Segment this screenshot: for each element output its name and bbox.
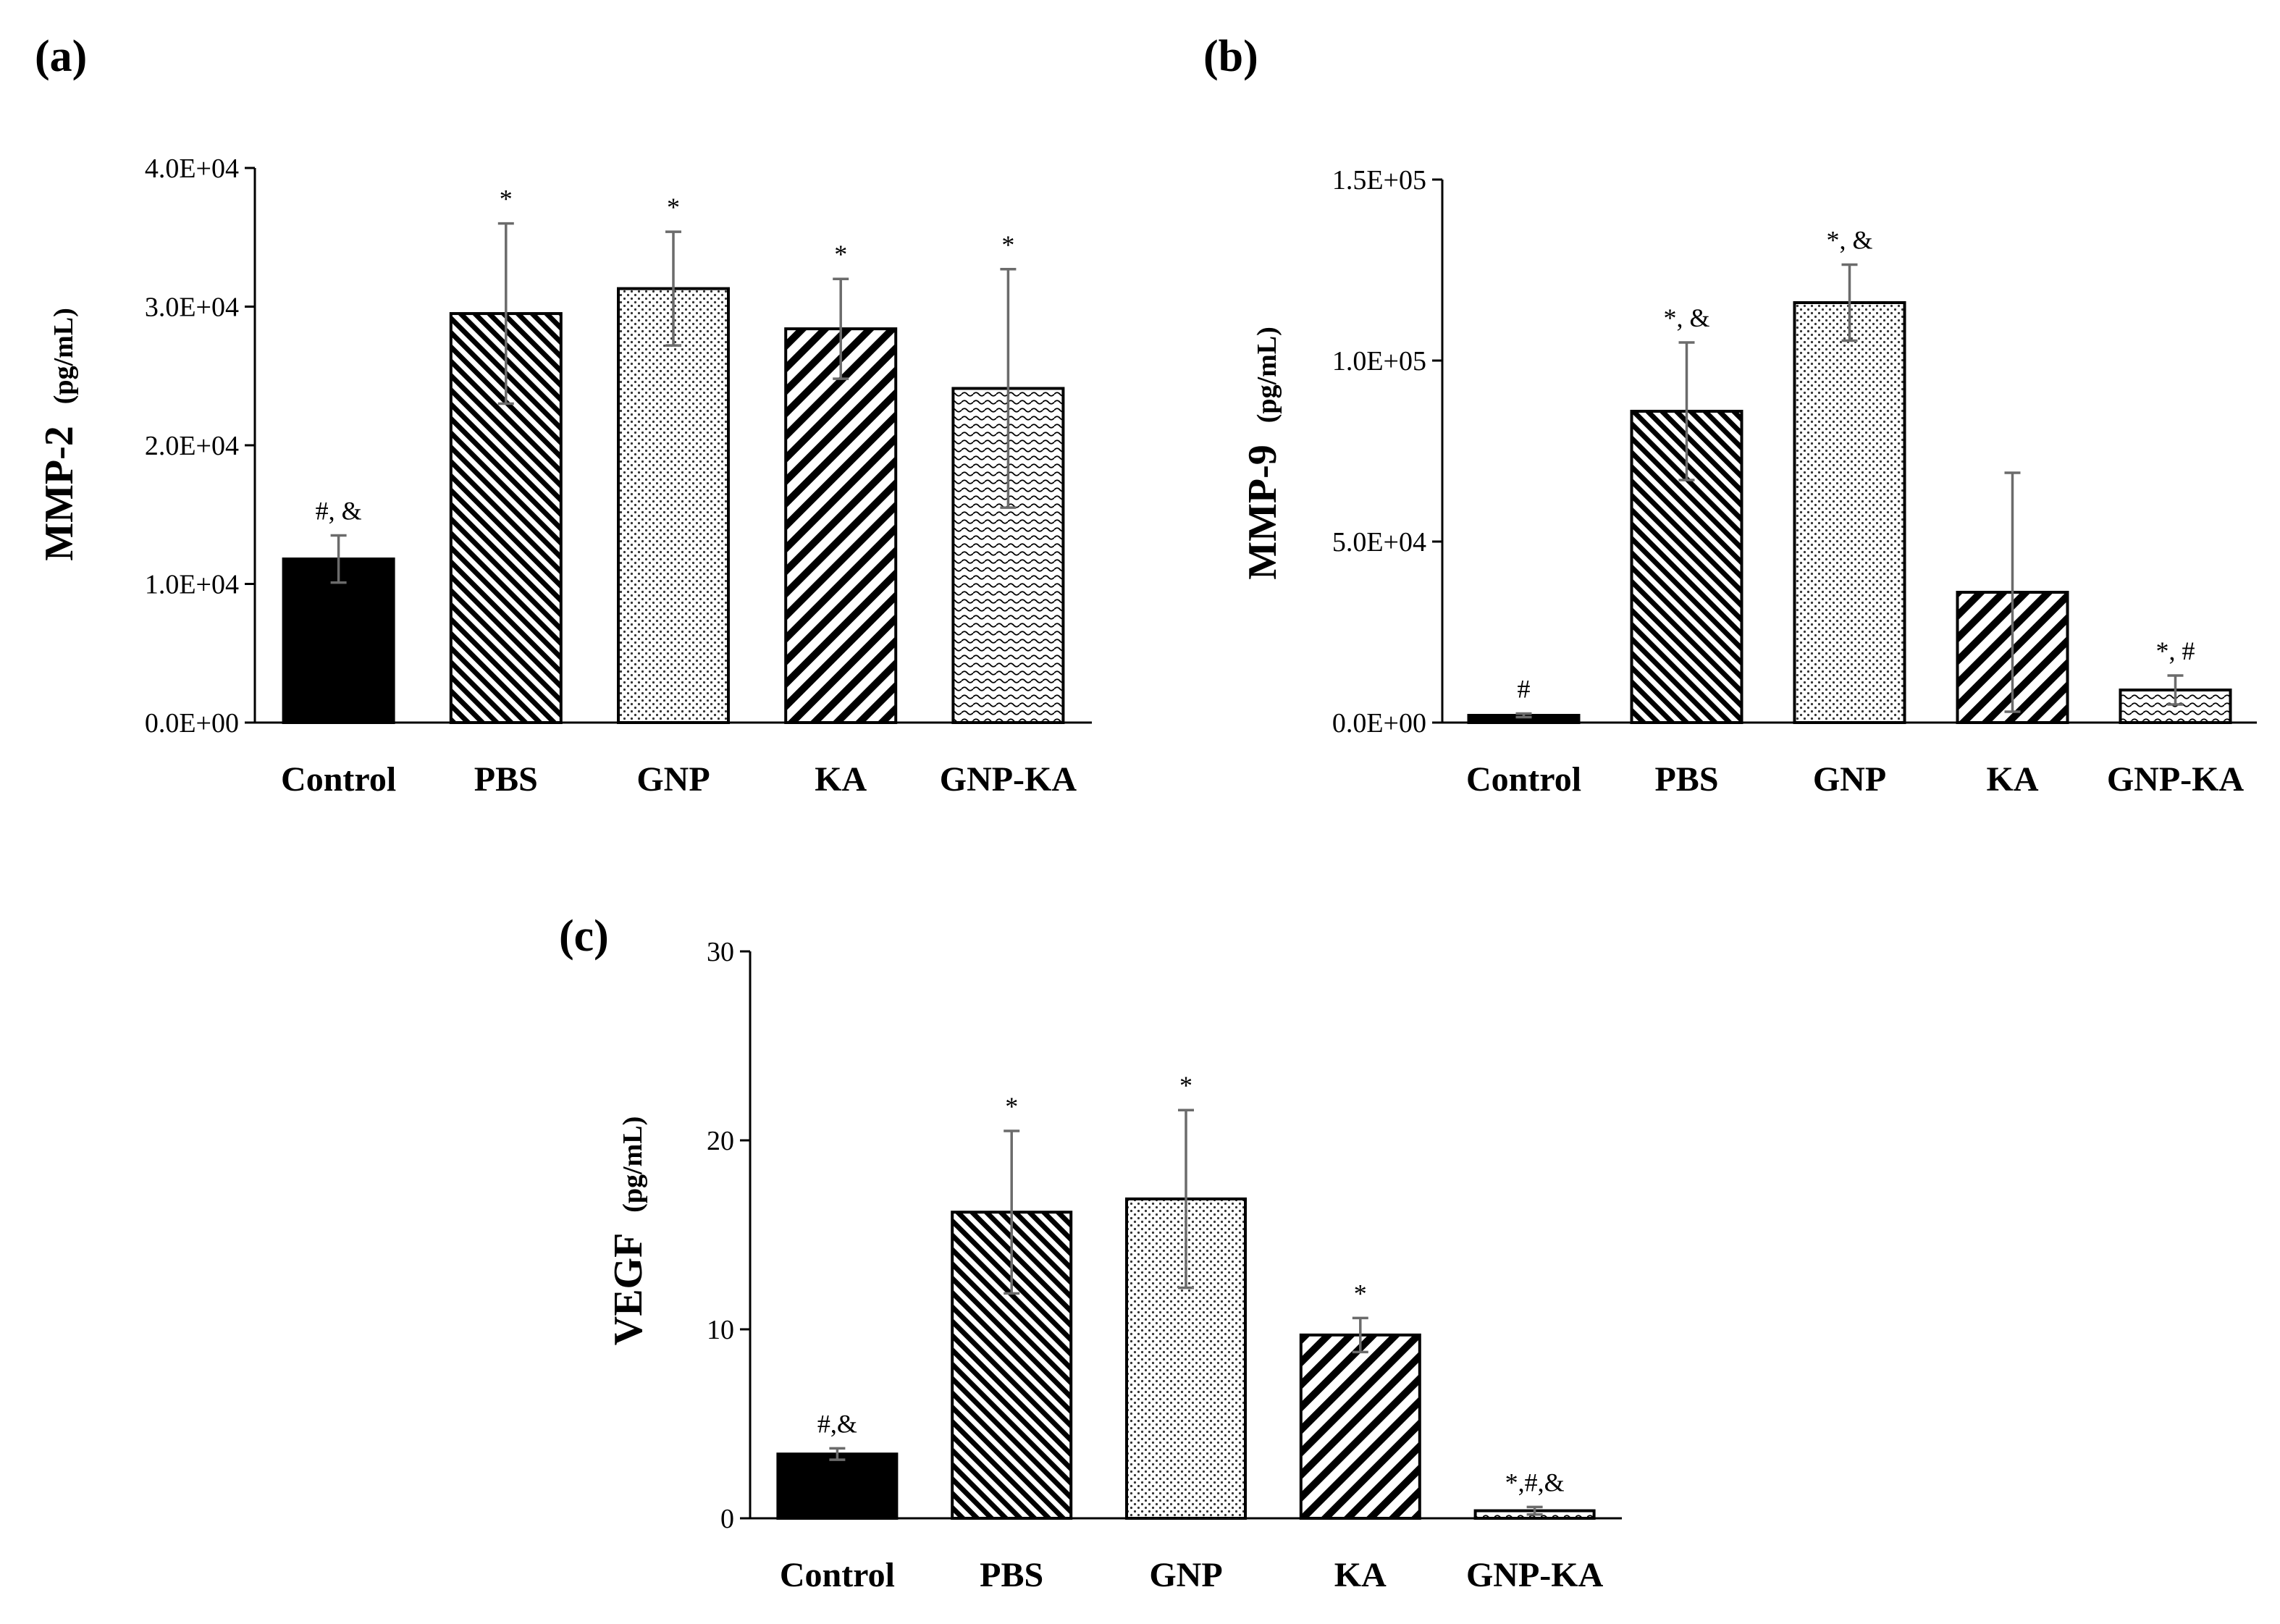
bar-a-ka: [784, 327, 898, 724]
panel-label-a: (a): [35, 32, 87, 81]
x-tick-label-a-gnp-ka: GNP-KA: [940, 760, 1077, 799]
y-tick-label-a: 3.0E+04: [145, 293, 239, 323]
y-axis-label-b: MMP-9 (pg/mL): [1240, 327, 1285, 580]
y-tick-label-b: 1.5E+05: [1332, 165, 1426, 195]
y-axis-label-main-a: MMP-2: [37, 426, 82, 561]
y-axis-label-unit-c: (pg/mL): [618, 1116, 648, 1213]
y-tick-label-a: 2.0E+04: [145, 431, 239, 461]
significance-label-b-pbs: *, &: [1663, 303, 1709, 332]
y-tick-label-c: 10: [707, 1315, 734, 1345]
y-tick-label-a: 4.0E+04: [145, 153, 239, 184]
x-tick-label-b-ka: KA: [1987, 760, 2039, 799]
significance-label-a-control: #, &: [316, 496, 362, 525]
x-tick-label-a-pbs: PBS: [474, 760, 538, 799]
y-axis-label-main-c: VEGF: [606, 1234, 651, 1345]
significance-label-c-gnp-ka: *,#,&: [1505, 1468, 1565, 1497]
x-tick-label-c-gnp-ka: GNP-KA: [1466, 1556, 1604, 1594]
x-tick-label-c-pbs: PBS: [980, 1556, 1043, 1594]
bar-c-control: [776, 1452, 899, 1520]
y-tick-label-a: 1.0E+04: [145, 570, 239, 600]
y-tick-label-c: 0: [720, 1504, 734, 1534]
significance-label-b-gnp-ka: *, #: [2156, 636, 2195, 665]
panel-label-c: (c): [559, 912, 609, 961]
y-tick-label-c: 20: [707, 1126, 734, 1156]
significance-label-a-pbs: *: [500, 185, 513, 214]
bar-c-ka: [1299, 1333, 1421, 1520]
significance-label-a-ka: *: [834, 240, 847, 269]
significance-label-c-ka: *: [1354, 1279, 1367, 1308]
significance-label-c-control: #,&: [817, 1409, 857, 1438]
chart-b-mmp9: (b) MMP-9 (pg/mL) 0.0E+00 5.0E+04 1.0E+05 1…: [1203, 32, 2257, 799]
chart-a-mmp2: (a) MMP-2 (pg/mL) 0.0E+00 1.0E+04 2.0E+04 3…: [35, 32, 1092, 799]
y-tick-label-b: 0.0E+00: [1332, 708, 1426, 739]
x-tick-label-c-control: Control: [780, 1556, 895, 1594]
y-tick-label-c: 30: [707, 937, 734, 967]
bar-a-control: [282, 558, 395, 725]
x-tick-label-b-gnp-ka: GNP-KA: [2107, 760, 2245, 799]
y-tick-label-a: 0.0E+00: [145, 708, 239, 739]
significance-label-b-gnp: *, &: [1826, 226, 1872, 255]
x-tick-label-c-gnp: GNP: [1149, 1556, 1222, 1594]
x-tick-label-a-control: Control: [281, 760, 396, 799]
significance-label-b-control: #: [1518, 675, 1531, 704]
chart-c-vegf: (c) VEGF (pg/mL) 0 10 20 30 #,& Control * PBS * G…: [559, 912, 1622, 1594]
y-axis-label-main-b: MMP-9: [1240, 445, 1285, 580]
significance-label-a-gnp: *: [667, 193, 680, 222]
panel-label-b: (b): [1203, 32, 1258, 81]
y-axis-label-c: VEGF (pg/mL): [606, 1116, 651, 1345]
x-tick-label-b-pbs: PBS: [1654, 760, 1718, 799]
y-axis-label-a: MMP-2 (pg/mL): [37, 308, 82, 561]
bar-a-gnp: [617, 287, 730, 725]
y-tick-label-b: 5.0E+04: [1332, 527, 1426, 558]
x-tick-label-b-gnp: GNP: [1813, 760, 1886, 799]
x-tick-label-a-gnp: GNP: [636, 760, 710, 799]
x-tick-label-a-ka: KA: [815, 760, 867, 799]
y-axis-label-unit-b: (pg/mL): [1252, 327, 1282, 423]
y-axis-label-unit-a: (pg/mL): [49, 308, 79, 404]
significance-label-a-gnp-ka: *: [1001, 230, 1014, 259]
bar-b-gnp: [1793, 301, 1906, 724]
significance-label-c-gnp: *: [1179, 1071, 1192, 1100]
x-tick-label-b-control: Control: [1466, 760, 1581, 799]
y-tick-label-b: 1.0E+05: [1332, 346, 1426, 376]
x-tick-label-c-ka: KA: [1334, 1556, 1387, 1594]
significance-label-c-pbs: *: [1005, 1092, 1018, 1121]
